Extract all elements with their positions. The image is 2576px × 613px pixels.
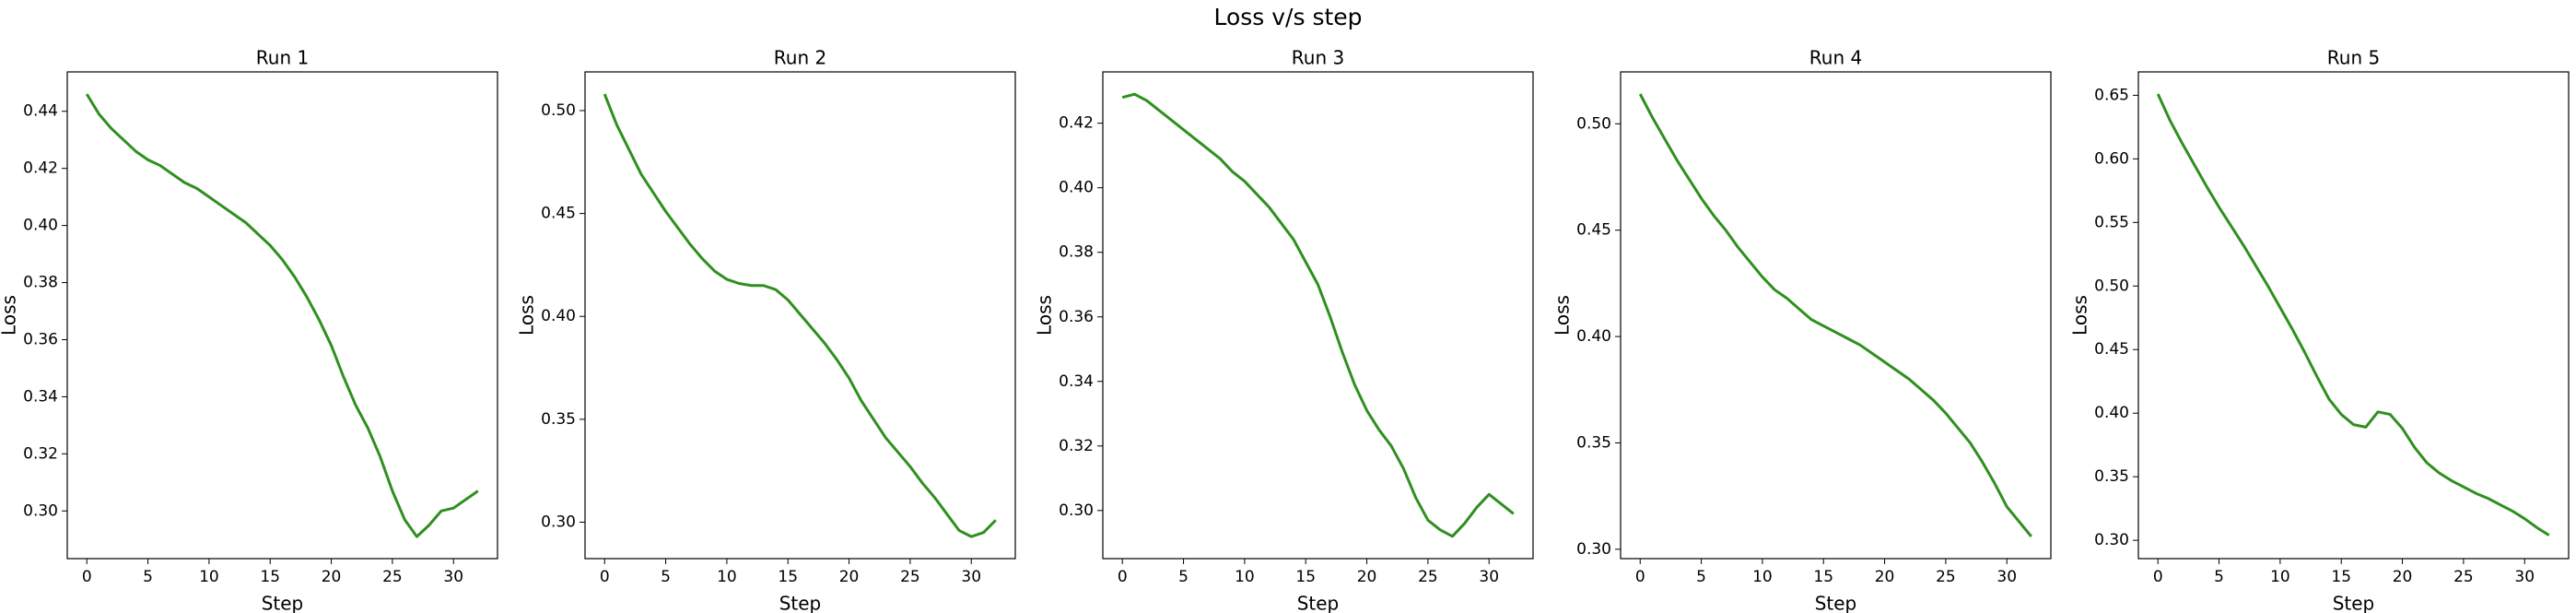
x-tick-label: 15 bbox=[1813, 568, 1833, 586]
y-tick-label: 0.40 bbox=[23, 217, 58, 235]
x-tick-label: 25 bbox=[382, 568, 403, 586]
axes-frame bbox=[1620, 71, 2052, 560]
x-tick-label: 20 bbox=[1357, 568, 1377, 586]
x-axis-label: Step bbox=[262, 593, 304, 613]
x-tick-label: 10 bbox=[2270, 568, 2290, 586]
subplot-title: Run 5 bbox=[2327, 47, 2380, 69]
y-tick-label: 0.40 bbox=[1059, 179, 1094, 197]
x-tick-label: 20 bbox=[322, 568, 342, 586]
loss-line bbox=[85, 93, 479, 538]
x-tick-label: 0 bbox=[600, 568, 610, 586]
loss-line bbox=[603, 93, 997, 538]
x-tick-label: 15 bbox=[2331, 568, 2351, 586]
axes-frame bbox=[1102, 71, 1534, 560]
y-tick-label: 0.42 bbox=[1059, 114, 1094, 133]
x-tick-label: 5 bbox=[143, 568, 153, 586]
y-tick-label: 0.36 bbox=[23, 330, 58, 348]
y-tick-label: 0.34 bbox=[23, 387, 58, 406]
y-axis-label: Loss bbox=[0, 295, 20, 336]
y-tick-label: 0.34 bbox=[1059, 372, 1094, 391]
x-tick-label: 5 bbox=[661, 568, 671, 586]
x-tick-label: 25 bbox=[2453, 568, 2474, 586]
x-tick-label: 30 bbox=[1479, 568, 1499, 586]
x-tick-label: 10 bbox=[199, 568, 219, 586]
x-tick-label: 30 bbox=[1996, 568, 2017, 586]
y-tick-label: 0.45 bbox=[541, 205, 576, 223]
x-axis-label: Step bbox=[2333, 593, 2375, 613]
y-tick-label: 0.60 bbox=[2094, 149, 2129, 168]
x-axis-label: Step bbox=[779, 593, 822, 613]
x-tick-label: 30 bbox=[961, 568, 981, 586]
x-tick-label: 30 bbox=[443, 568, 463, 586]
loss-line bbox=[2156, 93, 2550, 536]
x-axis-label: Step bbox=[1297, 593, 1340, 613]
y-axis-label: Loss bbox=[1034, 295, 1056, 336]
y-tick-label: 0.45 bbox=[2094, 340, 2129, 359]
x-tick-label: 25 bbox=[900, 568, 920, 586]
y-tick-label: 0.30 bbox=[1059, 501, 1094, 520]
y-tick-label: 0.50 bbox=[541, 101, 576, 120]
x-axis-label: Step bbox=[1815, 593, 1857, 613]
y-tick-label: 0.36 bbox=[1059, 308, 1094, 326]
y-tick-label: 0.50 bbox=[1576, 114, 1611, 133]
y-axis-label: Loss bbox=[2069, 295, 2091, 336]
y-axis-label: Loss bbox=[516, 295, 538, 336]
y-tick-label: 0.30 bbox=[2094, 531, 2129, 549]
x-tick-label: 25 bbox=[1418, 568, 1438, 586]
y-tick-label: 0.40 bbox=[541, 307, 576, 325]
x-tick-label: 15 bbox=[260, 568, 280, 586]
y-tick-label: 0.32 bbox=[1059, 437, 1094, 455]
x-tick-label: 20 bbox=[1875, 568, 1895, 586]
y-tick-label: 0.45 bbox=[1576, 221, 1611, 240]
y-tick-label: 0.38 bbox=[23, 274, 58, 292]
figure-title: Loss v/s step bbox=[1213, 4, 1362, 30]
x-tick-label: 20 bbox=[839, 568, 860, 586]
y-tick-label: 0.44 bbox=[23, 102, 58, 121]
x-tick-label: 20 bbox=[2393, 568, 2413, 586]
y-tick-label: 0.30 bbox=[23, 501, 58, 520]
x-tick-label: 0 bbox=[1118, 568, 1128, 586]
axes-frame bbox=[66, 71, 498, 560]
loss-line bbox=[1121, 92, 1515, 538]
y-tick-label: 0.35 bbox=[2094, 467, 2129, 486]
y-tick-label: 0.30 bbox=[541, 513, 576, 531]
y-tick-label: 0.35 bbox=[1576, 433, 1611, 452]
x-tick-label: 0 bbox=[82, 568, 92, 586]
x-tick-label: 15 bbox=[1295, 568, 1316, 586]
y-tick-label: 0.42 bbox=[23, 159, 58, 178]
x-tick-label: 0 bbox=[1635, 568, 1645, 586]
x-tick-label: 0 bbox=[2153, 568, 2163, 586]
y-tick-label: 0.55 bbox=[2094, 213, 2129, 231]
x-tick-label: 10 bbox=[717, 568, 737, 586]
subplot-title: Run 4 bbox=[1809, 47, 1862, 69]
x-tick-label: 15 bbox=[778, 568, 798, 586]
y-tick-label: 0.35 bbox=[541, 410, 576, 429]
y-tick-label: 0.40 bbox=[2094, 404, 2129, 422]
y-tick-label: 0.50 bbox=[2094, 277, 2129, 295]
axes-frame bbox=[2137, 71, 2570, 560]
y-tick-label: 0.38 bbox=[1059, 243, 1094, 262]
subplot-title: Run 1 bbox=[256, 47, 309, 69]
x-tick-label: 10 bbox=[1752, 568, 1773, 586]
y-tick-label: 0.30 bbox=[1576, 540, 1611, 559]
x-tick-label: 5 bbox=[2214, 568, 2224, 586]
subplot-title: Run 3 bbox=[1292, 47, 1344, 69]
loss-line bbox=[1638, 93, 2032, 537]
x-tick-label: 5 bbox=[1178, 568, 1188, 586]
y-tick-label: 0.32 bbox=[23, 444, 58, 463]
y-tick-label: 0.40 bbox=[1576, 327, 1611, 346]
y-tick-label: 0.65 bbox=[2094, 86, 2129, 104]
subplot-title: Run 2 bbox=[774, 47, 826, 69]
x-tick-label: 5 bbox=[1696, 568, 1706, 586]
x-tick-label: 30 bbox=[2514, 568, 2535, 586]
x-tick-label: 25 bbox=[1936, 568, 1956, 586]
y-axis-label: Loss bbox=[1551, 295, 1574, 336]
x-tick-label: 10 bbox=[1235, 568, 1255, 586]
axes-frame bbox=[584, 71, 1016, 560]
